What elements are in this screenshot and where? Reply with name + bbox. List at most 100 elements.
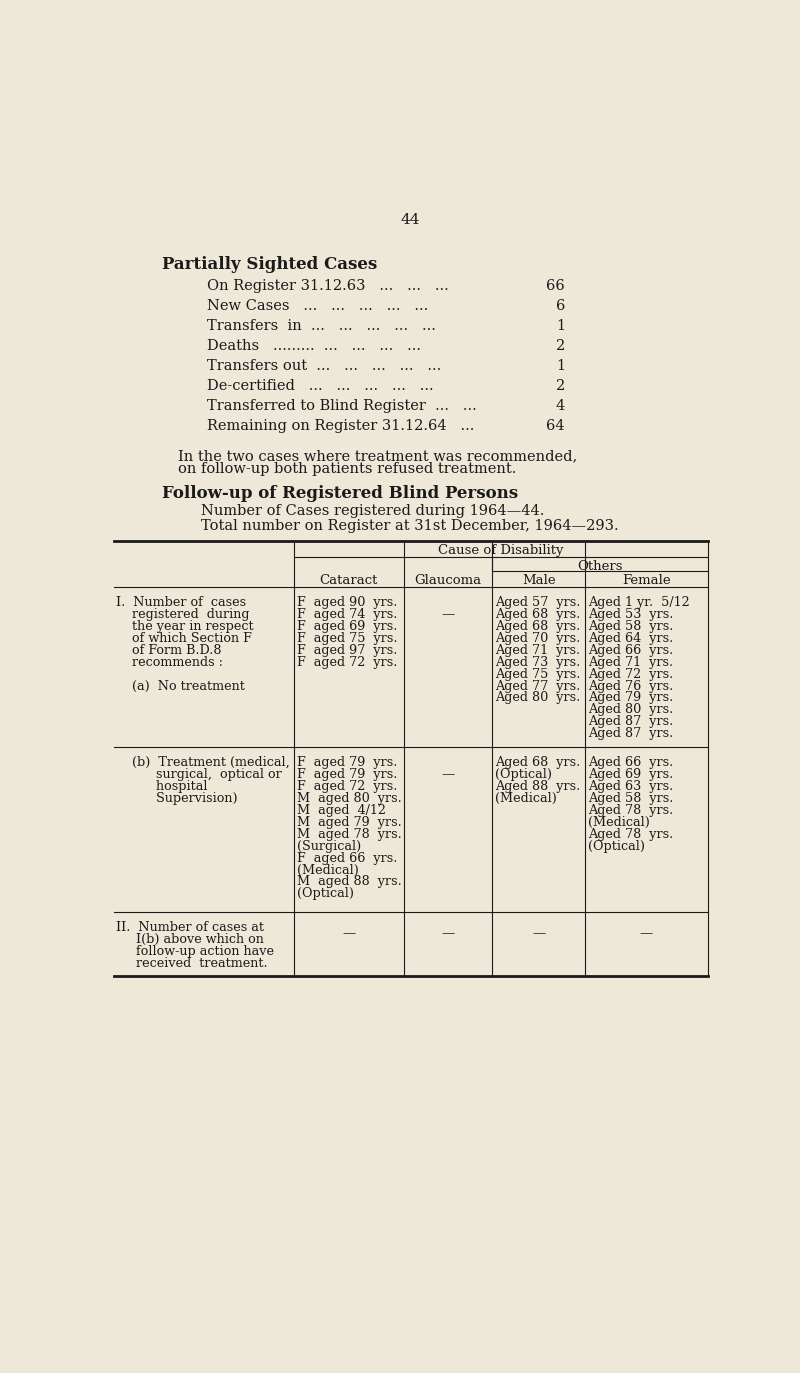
Text: Aged 87  yrs.: Aged 87 yrs. xyxy=(588,728,674,740)
Text: Aged 80  yrs.: Aged 80 yrs. xyxy=(588,703,674,717)
Text: (Medical): (Medical) xyxy=(297,864,358,876)
Text: Aged 58  yrs.: Aged 58 yrs. xyxy=(588,792,674,805)
Text: Aged 71  yrs.: Aged 71 yrs. xyxy=(588,656,674,669)
Text: Aged 78  yrs.: Aged 78 yrs. xyxy=(588,828,674,840)
Text: —: — xyxy=(342,927,355,941)
Text: Cataract: Cataract xyxy=(319,574,378,588)
Text: Transfers  in  ...   ...   ...   ...   ...: Transfers in ... ... ... ... ... xyxy=(207,319,436,332)
Text: Aged 75  yrs.: Aged 75 yrs. xyxy=(495,667,581,681)
Text: —: — xyxy=(442,608,454,621)
Text: recommends :: recommends : xyxy=(115,656,222,669)
Text: F  aged 66  yrs.: F aged 66 yrs. xyxy=(297,851,398,865)
Text: F  aged 79  yrs.: F aged 79 yrs. xyxy=(297,768,398,781)
Text: Aged 53  yrs.: Aged 53 yrs. xyxy=(588,608,674,621)
Text: 1: 1 xyxy=(556,358,565,373)
Text: Male: Male xyxy=(522,574,555,588)
Text: Aged 88  yrs.: Aged 88 yrs. xyxy=(495,780,581,794)
Text: registered  during: registered during xyxy=(115,608,249,621)
Text: Aged 68  yrs.: Aged 68 yrs. xyxy=(495,619,581,633)
Text: (b)  Treatment (medical,: (b) Treatment (medical, xyxy=(115,757,290,769)
Text: Aged 68  yrs.: Aged 68 yrs. xyxy=(495,608,581,621)
Text: F  aged 72  yrs.: F aged 72 yrs. xyxy=(297,656,398,669)
Text: F  aged 72  yrs.: F aged 72 yrs. xyxy=(297,780,398,794)
Text: Aged 79  yrs.: Aged 79 yrs. xyxy=(588,692,674,704)
Text: I.  Number of  cases: I. Number of cases xyxy=(115,596,246,610)
Text: Aged 70  yrs.: Aged 70 yrs. xyxy=(495,632,581,645)
Text: II.  Number of cases at: II. Number of cases at xyxy=(115,921,263,934)
Text: Transfers out  ...   ...   ...   ...   ...: Transfers out ... ... ... ... ... xyxy=(207,358,442,373)
Text: In the two cases where treatment was recommended,: In the two cases where treatment was rec… xyxy=(178,450,577,464)
Text: Transferred to Blind Register  ...   ...: Transferred to Blind Register ... ... xyxy=(207,398,477,413)
Text: Glaucoma: Glaucoma xyxy=(414,574,482,588)
Text: (Optical): (Optical) xyxy=(495,768,552,781)
Text: received  treatment.: received treatment. xyxy=(115,957,267,969)
Text: —: — xyxy=(532,927,546,941)
Text: 4: 4 xyxy=(556,398,565,413)
Text: F  aged 75  yrs.: F aged 75 yrs. xyxy=(297,632,398,645)
Text: Aged 63  yrs.: Aged 63 yrs. xyxy=(588,780,674,794)
Text: (a)  No treatment: (a) No treatment xyxy=(115,680,244,692)
Text: Aged 71  yrs.: Aged 71 yrs. xyxy=(495,644,580,656)
Text: (Medical): (Medical) xyxy=(588,816,650,829)
Text: Aged 80  yrs.: Aged 80 yrs. xyxy=(495,692,581,704)
Text: 6: 6 xyxy=(556,299,565,313)
Text: Partially Sighted Cases: Partially Sighted Cases xyxy=(162,255,378,273)
Text: Aged 68  yrs.: Aged 68 yrs. xyxy=(495,757,581,769)
Text: Aged 58  yrs.: Aged 58 yrs. xyxy=(588,619,674,633)
Text: F  aged 90  yrs.: F aged 90 yrs. xyxy=(297,596,398,610)
Text: —: — xyxy=(640,927,653,941)
Text: Aged 64  yrs.: Aged 64 yrs. xyxy=(588,632,674,645)
Text: 2: 2 xyxy=(556,379,565,393)
Text: on follow-up both patients refused treatment.: on follow-up both patients refused treat… xyxy=(178,461,516,476)
Text: (Medical): (Medical) xyxy=(495,792,557,805)
Text: F  aged 79  yrs.: F aged 79 yrs. xyxy=(297,757,398,769)
Text: 66: 66 xyxy=(546,279,565,292)
Text: follow-up action have: follow-up action have xyxy=(115,945,274,958)
Text: Aged 69  yrs.: Aged 69 yrs. xyxy=(588,768,674,781)
Text: Aged 66  yrs.: Aged 66 yrs. xyxy=(588,644,674,656)
Text: Aged 66  yrs.: Aged 66 yrs. xyxy=(588,757,674,769)
Text: Aged 57  yrs.: Aged 57 yrs. xyxy=(495,596,581,610)
Text: of Form B.D.8: of Form B.D.8 xyxy=(115,644,221,656)
Text: Supervision): Supervision) xyxy=(115,792,237,805)
Text: the year in respect: the year in respect xyxy=(115,619,253,633)
Text: —: — xyxy=(442,768,454,781)
Text: Aged 77  yrs.: Aged 77 yrs. xyxy=(495,680,581,692)
Text: M  aged 88  yrs.: M aged 88 yrs. xyxy=(297,876,402,888)
Text: De-certified   ...   ...   ...   ...   ...: De-certified ... ... ... ... ... xyxy=(207,379,434,393)
Text: I(b) above which on: I(b) above which on xyxy=(115,932,263,946)
Text: Deaths   .........  ...   ...   ...   ...: Deaths ......... ... ... ... ... xyxy=(207,339,421,353)
Text: Others: Others xyxy=(577,560,622,573)
Text: New Cases   ...   ...   ...   ...   ...: New Cases ... ... ... ... ... xyxy=(207,299,428,313)
Text: (Surgical): (Surgical) xyxy=(297,840,361,853)
Text: Aged 78  yrs.: Aged 78 yrs. xyxy=(588,803,674,817)
Text: Aged 76  yrs.: Aged 76 yrs. xyxy=(588,680,674,692)
Text: Follow-up of Registered Blind Persons: Follow-up of Registered Blind Persons xyxy=(162,485,518,503)
Text: 2: 2 xyxy=(556,339,565,353)
Text: M  aged 79  yrs.: M aged 79 yrs. xyxy=(297,816,402,829)
Text: Total number on Register at 31st December, 1964—293.: Total number on Register at 31st Decembe… xyxy=(201,519,618,533)
Text: surgical,  optical or: surgical, optical or xyxy=(115,768,282,781)
Text: Female: Female xyxy=(622,574,670,588)
Text: Aged 73  yrs.: Aged 73 yrs. xyxy=(495,656,581,669)
Text: of which Section F: of which Section F xyxy=(115,632,251,645)
Text: Aged 72  yrs.: Aged 72 yrs. xyxy=(588,667,674,681)
Text: Number of Cases registered during 1964—44.: Number of Cases registered during 1964—4… xyxy=(201,504,544,518)
Text: On Register 31.12.63   ...   ...   ...: On Register 31.12.63 ... ... ... xyxy=(207,279,449,292)
Text: F  aged 74  yrs.: F aged 74 yrs. xyxy=(297,608,398,621)
Text: (Optical): (Optical) xyxy=(588,840,646,853)
Text: 64: 64 xyxy=(546,419,565,432)
Text: Aged 87  yrs.: Aged 87 yrs. xyxy=(588,715,674,728)
Text: F  aged 69  yrs.: F aged 69 yrs. xyxy=(297,619,398,633)
Text: Cause of Disability: Cause of Disability xyxy=(438,544,563,556)
Text: Remaining on Register 31.12.64   ...: Remaining on Register 31.12.64 ... xyxy=(207,419,474,432)
Text: hospital: hospital xyxy=(115,780,207,794)
Text: 1: 1 xyxy=(556,319,565,332)
Text: Aged 1 yr.  5/12: Aged 1 yr. 5/12 xyxy=(588,596,690,610)
Text: 44: 44 xyxy=(400,213,420,227)
Text: M  aged 80  yrs.: M aged 80 yrs. xyxy=(297,792,402,805)
Text: (Optical): (Optical) xyxy=(297,887,354,901)
Text: —: — xyxy=(442,927,454,941)
Text: M  aged  4/12: M aged 4/12 xyxy=(297,803,386,817)
Text: F  aged 97  yrs.: F aged 97 yrs. xyxy=(297,644,398,656)
